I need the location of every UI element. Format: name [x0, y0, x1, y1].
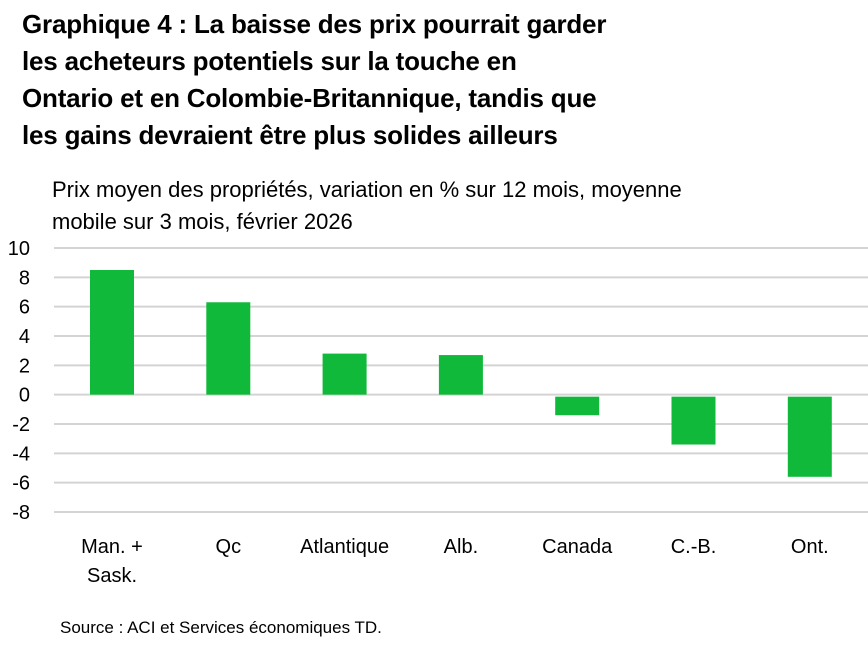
- y-tick-label: 2: [19, 355, 30, 377]
- y-tick-label: 4: [19, 326, 30, 348]
- x-tick-label: Atlantique: [300, 536, 389, 558]
- x-tick-label: Alb.: [444, 536, 478, 558]
- chart-subtitle-line: mobile sur 3 mois, février 2026: [52, 209, 353, 234]
- y-tick-label: -2: [12, 414, 30, 436]
- x-tick-label: Man. +: [81, 536, 143, 558]
- bar: [322, 353, 367, 395]
- bar: [555, 396, 600, 416]
- chart-subtitle-line: Prix moyen des propriétés, variation en …: [52, 177, 682, 202]
- y-tick-label: -6: [12, 473, 30, 495]
- bar: [206, 302, 251, 395]
- chart-title-line: les gains devraient être plus solides ai…: [22, 120, 558, 150]
- chart-title: Graphique 4 : La baisse des prix pourrai…: [22, 6, 742, 154]
- bar: [671, 396, 716, 445]
- x-tick-label: Sask.: [87, 565, 137, 587]
- y-tick-label: 10: [8, 238, 30, 260]
- chart-title-line: Graphique 4 : La baisse des prix pourrai…: [22, 9, 607, 39]
- chart-title-line: Ontario et en Colombie-Britannique, tand…: [22, 83, 597, 113]
- y-tick-label: -8: [12, 502, 30, 524]
- y-tick-label: 6: [19, 297, 30, 319]
- bar: [90, 270, 134, 395]
- y-tick-label: -4: [12, 443, 30, 465]
- bar: [438, 355, 483, 395]
- source-note: Source : ACI et Services économiques TD.: [60, 618, 382, 637]
- x-tick-label: Canada: [542, 536, 613, 558]
- x-tick-label: Ont.: [791, 536, 829, 558]
- y-tick-label: 0: [19, 385, 30, 407]
- x-tick-label: Qc: [216, 536, 242, 558]
- x-tick-label: C.-B.: [671, 536, 717, 558]
- chart-title-line: les acheteurs potentiels sur la touche e…: [22, 46, 517, 76]
- chart-subtitle: Prix moyen des propriétés, variation en …: [52, 174, 852, 238]
- y-tick-label: 8: [19, 267, 30, 289]
- bar: [787, 396, 832, 477]
